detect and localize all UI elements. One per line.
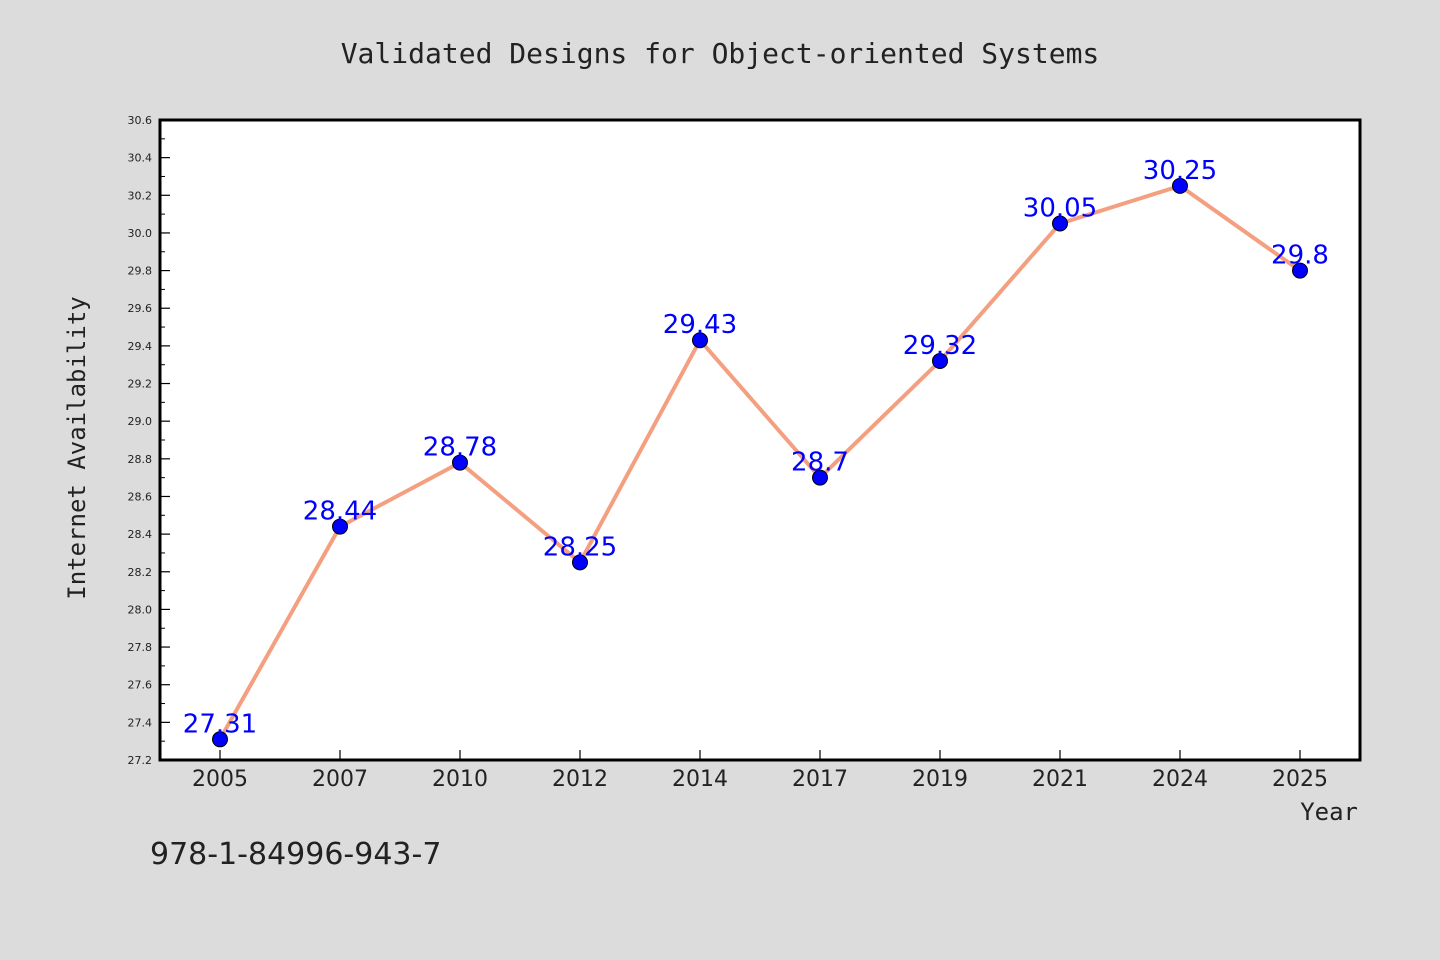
data-label: 28.25 — [543, 532, 617, 562]
data-point — [572, 554, 588, 571]
y-tick-label: 29.2 — [128, 378, 153, 391]
data-label: 28.78 — [423, 433, 497, 463]
data-markers — [212, 177, 1308, 748]
data-label: 30.05 — [1023, 194, 1097, 224]
data-label: 30.25 — [1143, 156, 1217, 186]
data-label: 28.7 — [791, 448, 849, 478]
data-point — [452, 454, 468, 471]
data-label: 28.44 — [303, 497, 377, 527]
x-tick-label: 2019 — [912, 767, 968, 792]
y-tick-label: 27.6 — [128, 679, 153, 692]
isbn-annotation: 978-1-84996-943-7 — [150, 837, 441, 872]
x-axis-label: Year — [1300, 798, 1358, 826]
y-tick-label: 27.4 — [128, 716, 153, 729]
data-point — [692, 332, 708, 349]
x-tick-label: 2010 — [432, 767, 488, 792]
data-point — [1172, 177, 1188, 194]
data-point — [932, 352, 948, 369]
y-tick-label: 30.2 — [128, 189, 153, 202]
series-line — [218, 183, 1302, 741]
y-tick-label: 29.4 — [128, 340, 153, 353]
y-tick-label: 28.2 — [128, 566, 153, 579]
y-tick-label: 28.4 — [128, 528, 153, 541]
data-label: 29.43 — [663, 310, 737, 340]
data-label: 27.31 — [183, 709, 257, 739]
y-tick-label: 27.8 — [128, 641, 153, 654]
data-labels: 27.31 28.44 28.78 28.25 29.43 28.7 29.32 30.05 3… — [183, 156, 1329, 739]
series-line-group — [218, 183, 1302, 741]
x-axis: 2005 2007 2010 2012 2014 2017 2019 2021 2024 2025 — [192, 750, 1328, 792]
data-point — [1052, 215, 1068, 232]
y-axis: 27.2 27.4 27.6 27.8 28.0 28.2 28.4 28.6 28.8 29.0… — [128, 114, 170, 767]
data-label: 29.8 — [1271, 241, 1329, 271]
y-tick-label: 30.4 — [128, 152, 153, 165]
plot-area — [160, 120, 1360, 760]
y-tick-label: 28.6 — [128, 490, 153, 503]
y-tick-label: 30.0 — [128, 227, 153, 240]
x-tick-label: 2005 — [192, 767, 248, 792]
y-tick-label: 30.6 — [128, 114, 153, 127]
y-tick-label: 29.6 — [128, 302, 153, 315]
x-tick-label: 2021 — [1032, 767, 1088, 792]
data-label: 29.32 — [903, 331, 977, 361]
chart-title: Validated Designs for Object-oriented Sy… — [341, 37, 1100, 70]
y-tick-label: 28.0 — [128, 603, 153, 616]
plot-frame — [158, 118, 1362, 762]
x-tick-label: 2024 — [1152, 767, 1208, 792]
y-tick-label: 28.8 — [128, 453, 153, 466]
data-point — [1292, 262, 1308, 279]
data-point — [812, 469, 828, 486]
x-tick-label: 2014 — [672, 767, 728, 792]
y-tick-label: 29.0 — [128, 415, 153, 428]
y-tick-label: 27.2 — [128, 754, 153, 767]
y-tick-label: 29.8 — [128, 265, 153, 278]
x-tick-label: 2025 — [1272, 767, 1328, 792]
y-axis-label: Internet Availability — [63, 296, 91, 599]
data-point — [212, 731, 228, 748]
x-tick-label: 2007 — [312, 767, 368, 792]
x-tick-label: 2012 — [552, 767, 608, 792]
data-point — [332, 518, 348, 535]
x-tick-label: 2017 — [792, 767, 848, 792]
